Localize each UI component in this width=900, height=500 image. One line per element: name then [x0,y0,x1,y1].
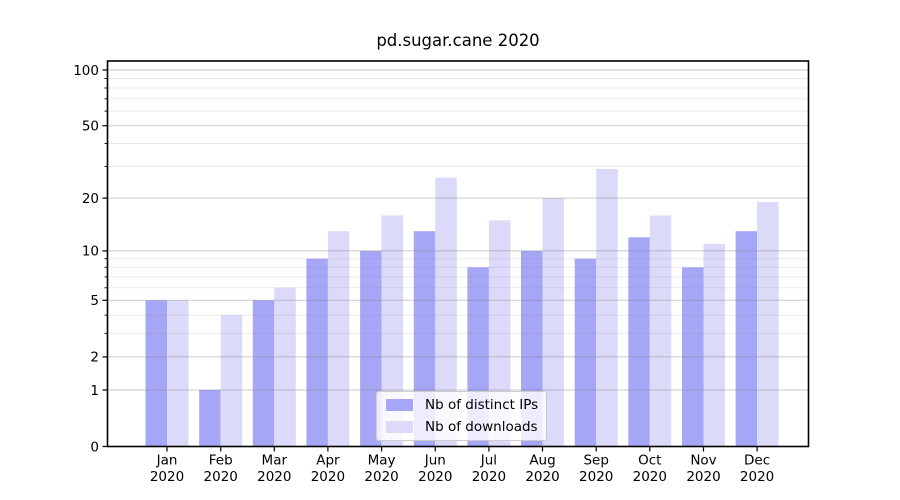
bar-dl-oct [649,215,672,447]
bar-ips-dec [735,231,758,447]
bar-ips-nov [682,267,704,447]
x-tick-label-month: Mar [262,453,288,469]
y-tick-label: 20 [82,191,99,207]
x-tick-label-year: 2020 [740,469,774,485]
chart-title: pd.sugar.cane 2020 [376,31,540,50]
bar-ips-apr [306,258,328,447]
x-tick-label-year: 2020 [257,469,291,485]
gridlines-major [107,69,809,391]
x-tick-label-year: 2020 [204,469,238,485]
legend-item-distinct-ips: Nb of distinct IPs [377,396,546,415]
bar-dl-apr [327,231,350,447]
bar-ips-jan [145,300,167,447]
y-tick-label: 10 [82,244,99,260]
bar-ips-oct [628,237,650,447]
legend: Nb of distinct IPs Nb of downloads [376,391,547,441]
bar-dl-dec [757,202,779,447]
y-tick-label: 5 [90,293,99,309]
x-tick-label-month: Nov [690,453,716,469]
x-tick-label-month: Sep [583,453,608,469]
x-tick-label-month: May [368,453,396,469]
gridlines-minor [107,78,809,334]
bar-dl-jul [488,220,511,447]
x-tick-label-year: 2020 [418,469,452,485]
bars-downloads [167,169,779,447]
bar-dl-feb [220,315,243,447]
x-tick-label-year: 2020 [686,469,720,485]
x-tick-label-month: Jul [480,453,497,469]
bar-ips-sep [574,258,597,447]
legend-label-distinct-ips: Nb of distinct IPs [425,397,539,413]
x-tick-label-month: Feb [209,453,233,469]
x-tick-label-month: Aug [529,453,555,469]
x-tick-label-month: Jun [424,453,446,469]
x-tick-label-month: Dec [744,453,770,469]
x-tick-label-year: 2020 [525,469,559,485]
bar-dl-nov [703,243,725,447]
x-tick-label-month: Oct [638,453,661,469]
y-tick-label: 100 [73,63,99,79]
x-tick-label-year: 2020 [311,469,345,485]
bar-dl-jan [167,300,189,447]
x-tick-label-year: 2020 [633,469,667,485]
bar-dl-sep [596,169,618,447]
x-tick-label-year: 2020 [150,469,184,485]
x-axis: Jan2020Feb2020Mar2020Apr2020May2020Jun20… [150,446,774,485]
legend-item-downloads: Nb of downloads [377,418,546,437]
plot-frame [106,60,810,448]
x-tick-label-year: 2020 [364,469,398,485]
bar-dl-jun [435,177,457,447]
y-tick-label: 0 [90,439,99,455]
legend-swatch-distinct-ips [386,399,413,411]
bar-dl-mar [274,287,296,447]
x-tick-label-month: Jan [156,453,178,469]
y-tick-label: 50 [82,119,99,135]
bar-dl-may [381,215,404,447]
bar-ips-feb [199,390,221,447]
x-tick-label-year: 2020 [579,469,613,485]
bar-dl-aug [542,198,564,447]
x-tick-label-month: Apr [316,453,340,469]
legend-swatch-downloads [386,421,413,433]
y-axis: 0 1 2 5 10 20 50 100 [73,63,108,455]
x-tick-label-year: 2020 [472,469,506,485]
legend-label-downloads: Nb of downloads [425,419,538,435]
y-tick-label: 2 [90,350,99,366]
bar-ips-mar [252,300,275,447]
y-tick-label: 1 [90,383,99,399]
